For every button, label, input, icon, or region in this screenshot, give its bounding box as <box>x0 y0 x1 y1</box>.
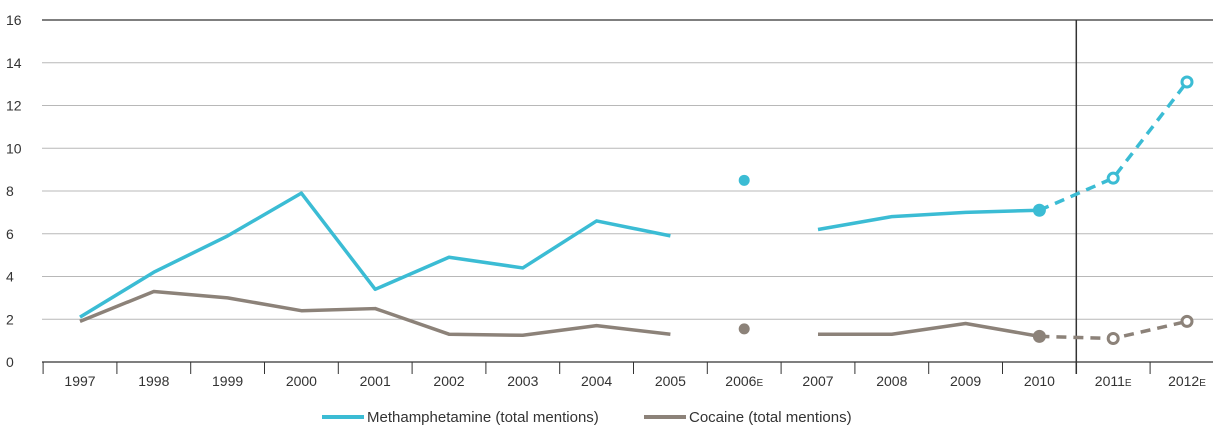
cocaine-point-2012-estimate <box>1180 314 1194 328</box>
cocaine-line-segment-2 <box>818 321 1040 339</box>
legend-label-methamphetamine: Methamphetamine (total mentions) <box>367 409 599 426</box>
x-tick-label: 2010 <box>1024 373 1055 389</box>
y-tick-label: 12 <box>6 98 22 114</box>
x-tick-label: 1998 <box>138 373 169 389</box>
y-tick-label: 10 <box>6 140 22 156</box>
y-tick-label: 2 <box>6 311 14 327</box>
x-tick-label: 2005 <box>655 373 686 389</box>
x-tick-label: 1997 <box>64 373 95 389</box>
cocaine-point-2010 <box>1032 329 1046 343</box>
x-tick-label: 2012E <box>1168 373 1206 389</box>
methamphetamine-point-2011-estimate <box>1106 171 1120 185</box>
legend-label-cocaine: Cocaine (total mentions) <box>689 409 852 426</box>
x-tick-label: 1999 <box>212 373 243 389</box>
y-tick-label: 0 <box>6 354 14 370</box>
series-lines <box>79 80 1189 341</box>
x-tick-label: 2011E <box>1095 373 1132 389</box>
legend: Methamphetamine (total mentions) Cocaine… <box>322 409 852 426</box>
x-tick-label: 2000 <box>286 373 317 389</box>
cocaine-point-2011-estimate <box>1106 331 1120 345</box>
series-points <box>738 75 1194 345</box>
x-tick-label: 2009 <box>950 373 981 389</box>
y-tick-label: 6 <box>6 226 14 242</box>
x-tick-label: 2004 <box>581 373 612 389</box>
methamphetamine-line-estimate <box>1038 80 1189 212</box>
x-tick-label: 2002 <box>433 373 464 389</box>
y-tick-label: 14 <box>6 55 22 71</box>
methamphetamine-line-segment-2 <box>817 208 1040 232</box>
y-tick-label: 8 <box>6 183 14 199</box>
cocaine-point-2006 <box>738 323 750 335</box>
x-tick-label: 2006E <box>725 373 763 389</box>
methamphetamine-point-2012-estimate <box>1180 75 1194 89</box>
x-tick-label: 2003 <box>507 373 538 389</box>
x-tick-label: 2008 <box>876 373 907 389</box>
x-tick-label: 2001 <box>360 373 391 389</box>
cocaine-line-segment-1 <box>79 289 671 338</box>
methamphetamine-line-segment-1 <box>79 191 671 319</box>
methamphetamine-point-2006 <box>738 174 750 186</box>
gridlines <box>42 19 1213 374</box>
x-tick-label: 2007 <box>802 373 833 389</box>
y-tick-label: 4 <box>6 269 14 285</box>
x-axis: 1997 1998 1999 2000 2001 2002 2003 2004 2005 2006… <box>42 362 1206 389</box>
methamphetamine-point-2010 <box>1032 203 1046 217</box>
y-tick-label: 16 <box>6 12 22 28</box>
y-axis: 0 2 4 6 8 10 12 14 16 <box>6 12 22 370</box>
